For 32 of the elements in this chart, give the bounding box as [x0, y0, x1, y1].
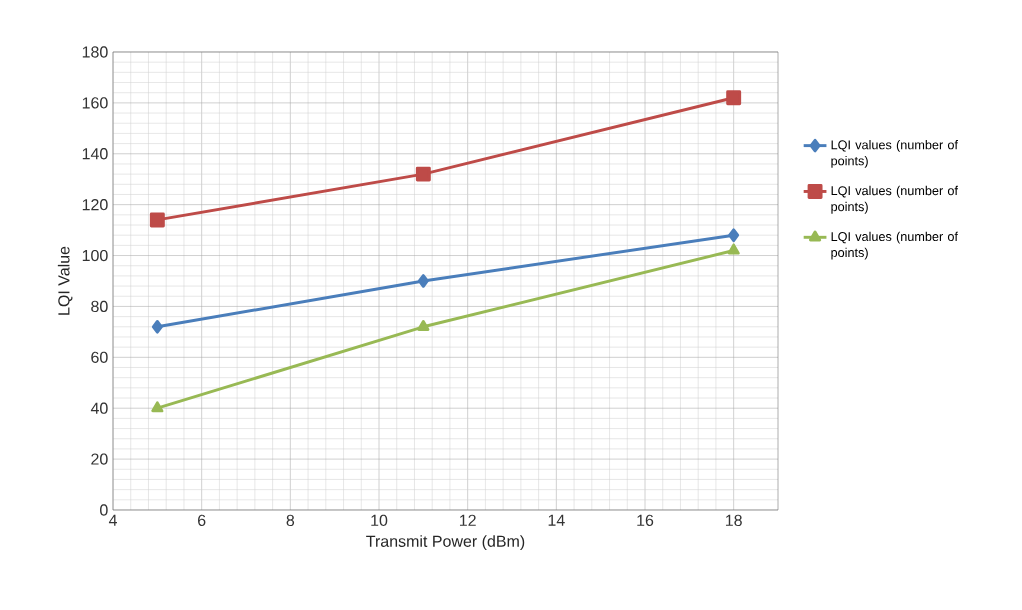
y-tick-label: 0 [100, 504, 108, 516]
legend-label: LQI values (number of points) [831, 185, 958, 214]
x-tick-label: 6 [198, 514, 206, 527]
y-axis-title: LQI Value [57, 246, 73, 315]
point [727, 243, 740, 255]
x-tick-label: 14 [548, 514, 565, 526]
x-tick-label: 4 [108, 514, 117, 526]
y-tick-label: 20 [91, 453, 108, 465]
point [151, 319, 163, 334]
point [417, 319, 430, 331]
y-tick-label: 60 [91, 351, 108, 363]
x-tick-label: 18 [725, 514, 742, 527]
y-tick-label: 100 [82, 249, 108, 262]
legend-label: LQI values (number of points) [831, 231, 958, 260]
point [726, 90, 742, 106]
y-tick-label: 80 [91, 300, 108, 313]
x-tick-label: 16 [637, 514, 654, 527]
x-tick-label: 12 [459, 514, 476, 526]
point [728, 228, 740, 242]
point [415, 166, 431, 182]
point [151, 401, 164, 413]
y-tick-label: 180 [82, 46, 108, 58]
y-tick-label: 40 [90, 402, 108, 414]
y-tick-label: 160 [82, 97, 108, 109]
y-tick-label: 120 [82, 199, 108, 211]
legend-label: LQI values (number of points) [831, 140, 958, 168]
x-tick-label: 8 [286, 514, 295, 527]
x-tick-label: 10 [371, 514, 388, 527]
point [417, 274, 429, 288]
x-axis-title: Transmit Power (dBm) [366, 535, 525, 551]
y-tick-label: 140 [82, 148, 108, 160]
point [149, 212, 165, 228]
